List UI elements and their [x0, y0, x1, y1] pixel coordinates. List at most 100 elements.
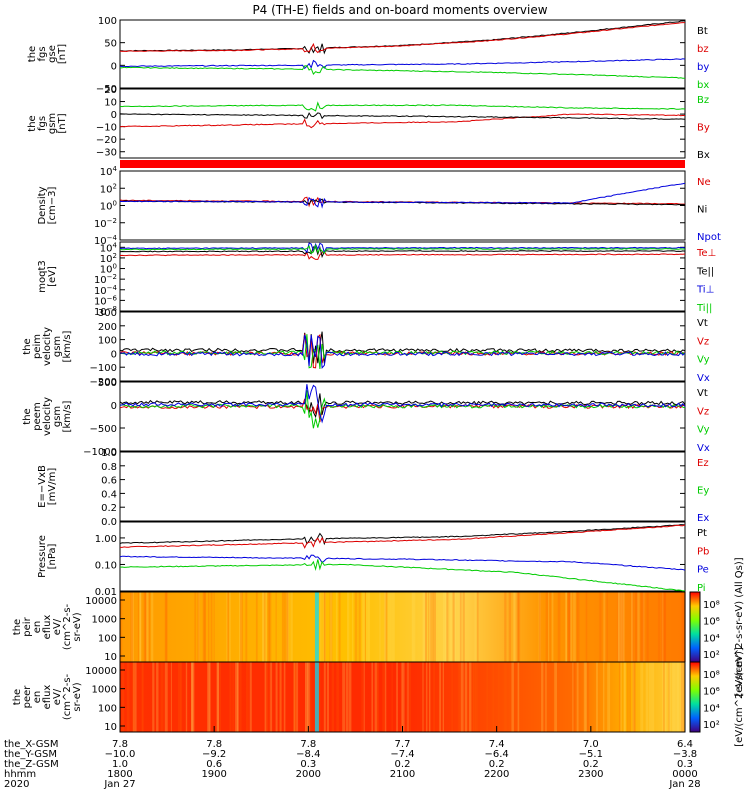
spectrogram-texture — [408, 662, 412, 732]
spectrogram-texture — [664, 662, 666, 732]
spectrogram-texture — [318, 662, 321, 732]
spectrogram-texture — [486, 662, 488, 732]
spectrogram-texture — [548, 592, 550, 662]
spectrogram-texture — [516, 592, 519, 662]
colorbar — [689, 591, 701, 663]
x-tick-label: 2200 — [484, 769, 509, 780]
spectrogram-texture — [202, 592, 206, 662]
y-tick-label: −30 — [96, 148, 117, 159]
spectrogram-texture — [120, 592, 123, 662]
legend-entry: Vz — [697, 336, 709, 347]
y-tick-label: 10000 — [85, 596, 117, 607]
spectrogram-texture — [504, 662, 507, 732]
x-tick-label: 2000 — [296, 769, 321, 780]
spectrogram-texture — [270, 662, 273, 732]
x-tick-label: 0.2 — [583, 759, 599, 770]
x-tick-label: 1800 — [107, 769, 132, 780]
y-axis-label: Density — [37, 186, 48, 224]
spectrogram-texture — [361, 662, 363, 732]
spectrogram-texture — [281, 592, 285, 662]
series-line-by — [119, 58, 686, 70]
spectrogram-texture — [354, 592, 358, 662]
spectrogram-texture — [383, 592, 386, 662]
spectrogram-texture — [429, 592, 431, 662]
spectrogram-texture — [164, 662, 168, 732]
series-line-bx — [119, 65, 686, 79]
spectrogram-texture — [673, 662, 676, 732]
spectrogram-texture — [363, 662, 365, 732]
spectrogram-texture — [148, 592, 151, 662]
y-tick-label: 1.00 — [95, 534, 117, 545]
panel-frame — [119, 311, 686, 382]
spectrogram-texture — [414, 592, 416, 662]
spectrogram-texture — [640, 662, 644, 732]
spectrogram-texture — [133, 662, 135, 732]
spectrogram-texture — [249, 662, 252, 732]
spectrogram-texture — [338, 592, 341, 662]
spectrogram-texture — [565, 592, 568, 662]
y-axis-label: Pressure — [37, 535, 48, 578]
y-axis-label: peem — [32, 402, 43, 430]
x-row-label: the_Z-GSM — [4, 759, 59, 770]
spectrogram-texture — [178, 662, 181, 732]
y-tick-label: −1000 — [83, 447, 117, 458]
spectrogram-texture — [454, 592, 457, 662]
series-line-Bx — [119, 112, 686, 120]
legend-entry: Vz — [697, 406, 709, 417]
spectrogram-texture — [266, 662, 269, 732]
y-axis-label: gsm — [47, 113, 58, 134]
x-tick-label: −5.1 — [579, 749, 603, 760]
spectrogram-texture — [401, 662, 404, 732]
spectrogram-texture — [323, 592, 325, 662]
spectrogram-texture — [451, 662, 453, 732]
spectrogram-texture — [623, 592, 625, 662]
colorbar-tick-label: 10² — [703, 720, 720, 731]
spectrogram-texture — [329, 592, 333, 662]
y-tick-label: 0 — [111, 349, 117, 360]
y-axis-label: E=−VxB — [37, 465, 48, 508]
x-tick-label: 2100 — [390, 769, 415, 780]
spectrogram-texture — [514, 592, 518, 662]
spectrogram-texture — [275, 662, 278, 732]
legend-entry: Bz — [697, 95, 709, 106]
spectrogram-texture — [164, 592, 168, 662]
y-axis-label: the — [27, 46, 38, 62]
spectrogram-texture — [371, 662, 374, 732]
spectrogram-texture — [185, 662, 188, 732]
x-tick-label: 7.8 — [300, 739, 316, 750]
spectrogram-feature — [314, 662, 319, 732]
panel-frame — [119, 19, 686, 89]
y-axis-label: gse — [47, 45, 58, 63]
spectrogram-texture — [329, 592, 333, 662]
x-tick-label: −10.0 — [105, 749, 136, 760]
y-tick-label: 100 — [98, 703, 117, 714]
x-row-label: the_X-GSM — [4, 739, 58, 750]
spectrogram-texture — [503, 662, 507, 732]
spectrogram-texture — [620, 662, 622, 732]
spectrogram-texture — [160, 662, 164, 732]
spectrogram-texture — [217, 662, 219, 732]
legend-entry: bx — [697, 80, 709, 91]
panel-frame — [119, 88, 686, 159]
y-tick-label: 0.2 — [101, 503, 117, 514]
spectrogram-texture — [422, 592, 426, 662]
spectrogram-texture — [661, 592, 664, 662]
legend-entry: bz — [697, 44, 709, 55]
y-axis-label: gsm — [52, 406, 63, 427]
spectrogram-texture — [208, 662, 211, 732]
legend-entry: Pi — [697, 583, 706, 594]
spectrogram-texture — [126, 662, 130, 732]
spectrogram-texture — [295, 662, 299, 732]
spectrogram-texture — [422, 662, 424, 732]
spectrogram-texture — [584, 662, 587, 732]
spectrogram-texture — [567, 592, 570, 662]
spectrogram-texture — [568, 592, 570, 662]
panel-frame — [119, 381, 686, 452]
x-tick-label: 6.4 — [677, 739, 693, 750]
y-axis-label: eflux — [42, 685, 53, 710]
x-tick-label: −8.4 — [296, 749, 320, 760]
panel-6: the peem velocity gsm [km/s] 500 0 −500 −1000 Vt V… — [22, 378, 710, 458]
spectrogram-texture — [606, 592, 608, 662]
x-tick-label: 0.3 — [300, 759, 316, 770]
